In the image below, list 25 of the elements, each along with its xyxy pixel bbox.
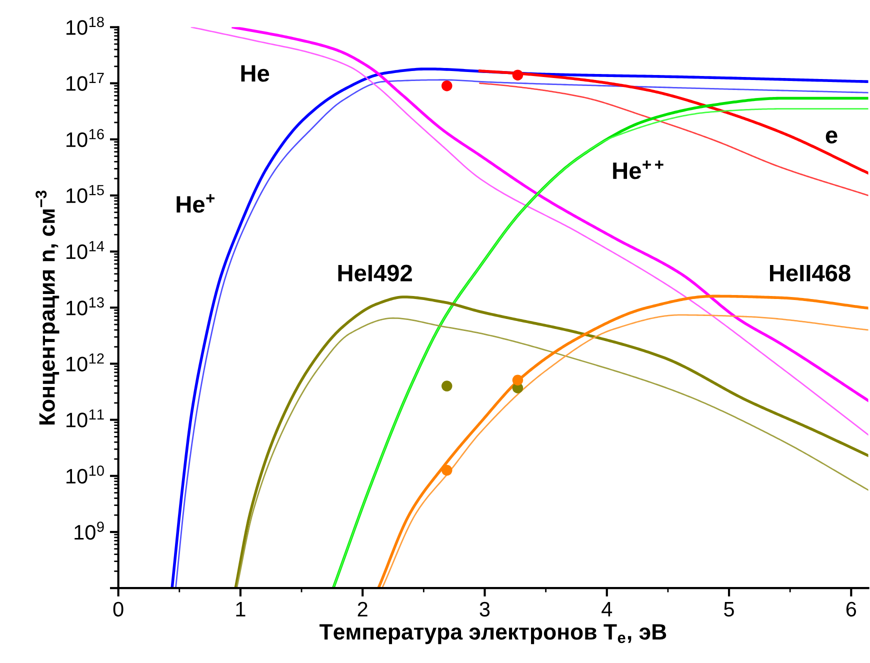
y-tick-label: 10$^{15}$ (66, 185, 104, 204)
y-tick-label: 10$^{17}$ (66, 72, 104, 91)
series-label: e (826, 130, 838, 144)
y-tick-label: 10$^{11}$ (66, 409, 104, 428)
x-tick-label: 5 (724, 602, 734, 617)
y-tick-label: 10$^{14}$ (66, 241, 104, 260)
y-tick-label: 10$^{9}$ (74, 522, 104, 540)
x-tick-label: 3 (480, 602, 490, 617)
y-axis-title: Концентрация n, см$^{−3}$ (36, 190, 60, 424)
y-tick-label: 10$^{16}$ (66, 128, 104, 148)
series-label: He$^{+}$ (176, 194, 215, 213)
series-label: He$^{++}$ (613, 160, 664, 180)
series-label: HeII468 (770, 264, 850, 282)
y-tick-label: 10$^{12}$ (66, 353, 104, 372)
y-tick-label: 10$^{18}$ (66, 16, 104, 35)
x-tick-label: 0 (113, 602, 124, 617)
x-tick-label: 4 (602, 602, 612, 616)
x-tick-label: 2 (358, 602, 368, 616)
x-axis-title: Температура электронов T$_{e}$, эВ (320, 624, 666, 644)
y-tick-label: 10$^{10}$ (66, 466, 104, 484)
y-tick-label: 10$^{13}$ (66, 297, 104, 316)
x-tick-label: 6 (846, 602, 856, 617)
series-label: HeI492 (338, 264, 412, 282)
x-tick-label: 1 (236, 602, 246, 616)
series-label: He (241, 65, 270, 82)
